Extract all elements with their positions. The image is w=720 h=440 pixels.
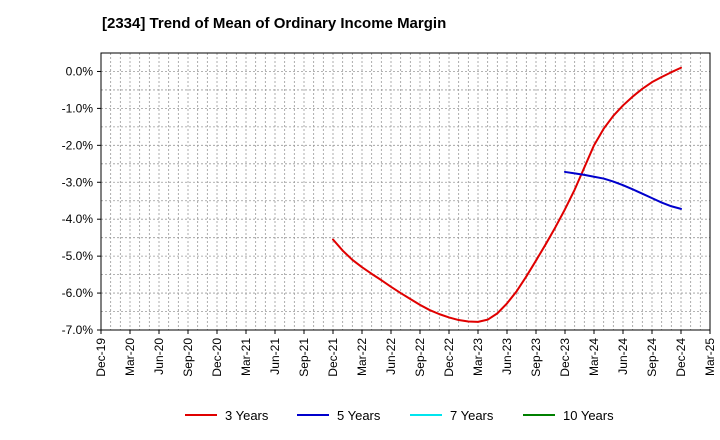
series-layer: [332, 66, 682, 323]
x-tick-label: Sep-20: [181, 338, 195, 377]
x-tick-label: Mar-25: [703, 338, 717, 376]
x-tick-label: Mar-22: [355, 338, 369, 376]
x-tick-label: Jun-22: [384, 338, 398, 375]
y-axis: 0.0% -1.0% -2.0% -3.0% -4.0% -5.0% -6.0% -7.0%: [62, 64, 101, 337]
y-tick-label: -4.0%: [62, 212, 94, 226]
x-tick-label: Sep-21: [297, 338, 311, 377]
legend-label-7-years: 7 Years: [450, 408, 494, 423]
x-tick-label: Sep-22: [413, 338, 427, 377]
legend: 3 Years 5 Years 7 Years 10 Years: [185, 408, 614, 423]
x-tick-label: Sep-23: [529, 338, 543, 377]
x-tick-label: Mar-20: [123, 338, 137, 376]
x-tick-label: Dec-19: [94, 338, 108, 377]
plot-frame: [100, 52, 711, 331]
x-tick-label: Sep-24: [645, 338, 659, 377]
y-tick-label: -1.0%: [62, 101, 94, 115]
x-tick-label: Mar-24: [587, 338, 601, 376]
y-tick-label: -7.0%: [62, 323, 94, 337]
x-axis: Dec-19 Mar-20 Jun-20 Sep-20 Dec-20 Mar-21 Jun-…: [94, 330, 717, 377]
x-tick-label: Mar-21: [239, 338, 253, 376]
x-tick-label: Dec-22: [442, 338, 456, 377]
legend-label-5-years: 5 Years: [337, 408, 381, 423]
x-tick-label: Jun-23: [500, 338, 514, 375]
x-tick-label: Jun-21: [268, 338, 282, 375]
chart-title: [2334] Trend of Mean of Ordinary Income …: [102, 15, 447, 32]
x-tick-label: Dec-23: [558, 338, 572, 377]
x-tick-label: Dec-21: [326, 338, 340, 377]
y-tick-label: -2.0%: [62, 138, 94, 152]
y-tick-label: -5.0%: [62, 249, 94, 263]
y-tick-label: 0.0%: [66, 64, 94, 78]
x-tick-label: Jun-20: [152, 338, 166, 375]
y-tick-label: -3.0%: [62, 175, 94, 189]
y-tick-label: -6.0%: [62, 286, 94, 300]
x-tick-label: Mar-23: [471, 338, 485, 376]
x-tick-label: Dec-24: [674, 338, 688, 377]
legend-label-10-years: 10 Years: [563, 408, 614, 423]
x-tick-label: Dec-20: [210, 338, 224, 377]
x-tick-label: Jun-24: [616, 338, 630, 375]
legend-label-3-years: 3 Years: [225, 408, 269, 423]
grid-layer: [100, 52, 711, 331]
series-line-3-years: [332, 66, 682, 323]
series-line-5-years: [564, 170, 682, 210]
